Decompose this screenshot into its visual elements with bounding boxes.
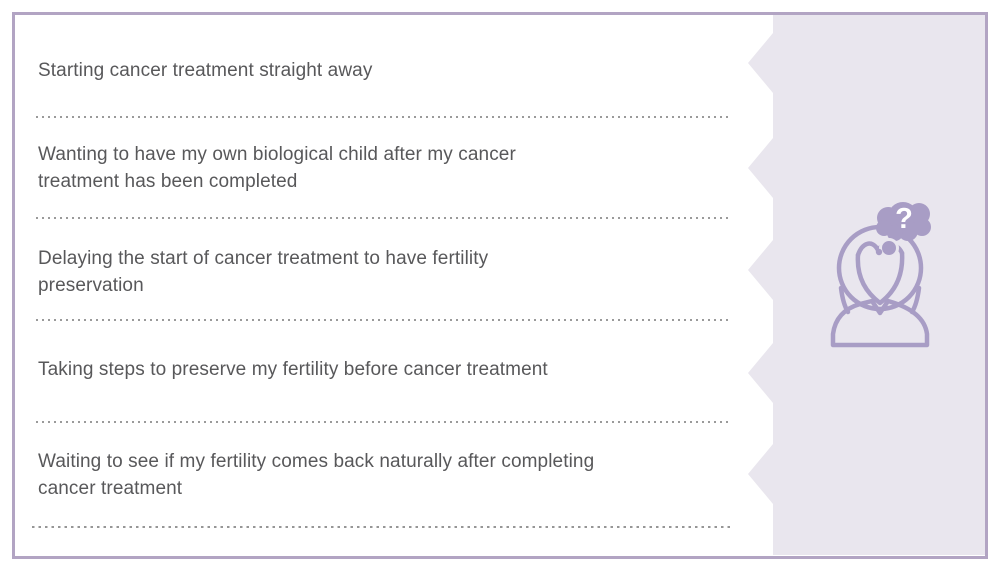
statement-item[interactable]: Starting cancer treatment straight away	[38, 60, 373, 81]
statement-item[interactable]: Taking steps to preserve my fertility be…	[38, 359, 548, 380]
thinking-woman-icon: ?	[830, 202, 931, 348]
statement-item[interactable]: Wanting to have my own biological child …	[38, 144, 516, 192]
statement-item[interactable]: Waiting to see if my fertility comes bac…	[38, 451, 595, 499]
question-mark-glyph: ?	[895, 203, 913, 235]
dotted-divider	[36, 319, 728, 321]
dotted-divider	[36, 217, 728, 219]
dotted-divider	[36, 116, 728, 118]
statement-item[interactable]: Delaying the start of cancer treatment t…	[38, 248, 489, 296]
dotted-divider	[32, 526, 732, 528]
thought-bubble	[875, 202, 931, 258]
dotted-divider	[36, 421, 728, 423]
